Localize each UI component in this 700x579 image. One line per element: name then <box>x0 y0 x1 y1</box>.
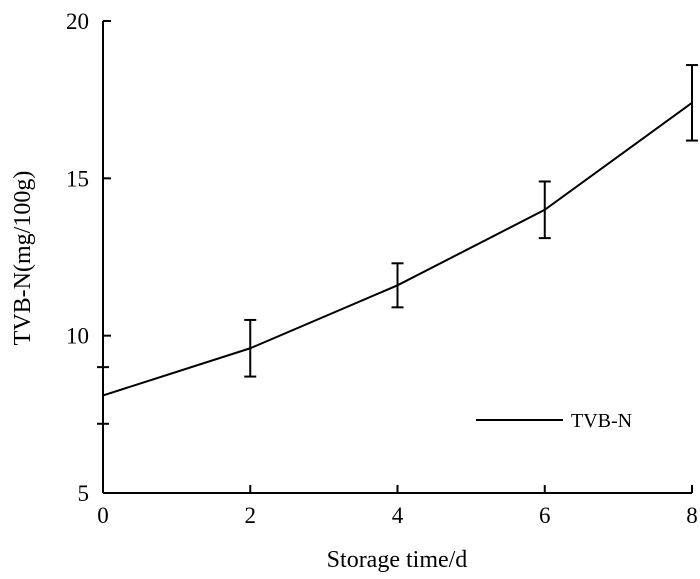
x-tick-label: 4 <box>392 503 404 528</box>
y-tick-label: 15 <box>66 166 89 191</box>
y-tick-label: 10 <box>66 324 89 349</box>
x-tick-label: 8 <box>686 503 698 528</box>
series-group <box>97 64 698 425</box>
legend: TVB-N <box>476 410 632 432</box>
y-axis-label: TVB-N(mg/100g) <box>10 171 36 346</box>
x-tick-label: 0 <box>97 503 109 528</box>
x-tick-label: 2 <box>245 503 257 528</box>
x-axis-label: Storage time/d <box>327 547 468 573</box>
legend-label-tvbn: TVB-N <box>571 410 632 432</box>
y-tick-label: 20 <box>66 9 89 34</box>
y-tick-label: 5 <box>78 481 90 506</box>
ticks: 0 2 4 6 8 5 10 15 20 <box>66 9 698 528</box>
series-line-tvbn <box>102 102 693 397</box>
x-tick-label: 6 <box>539 503 551 528</box>
